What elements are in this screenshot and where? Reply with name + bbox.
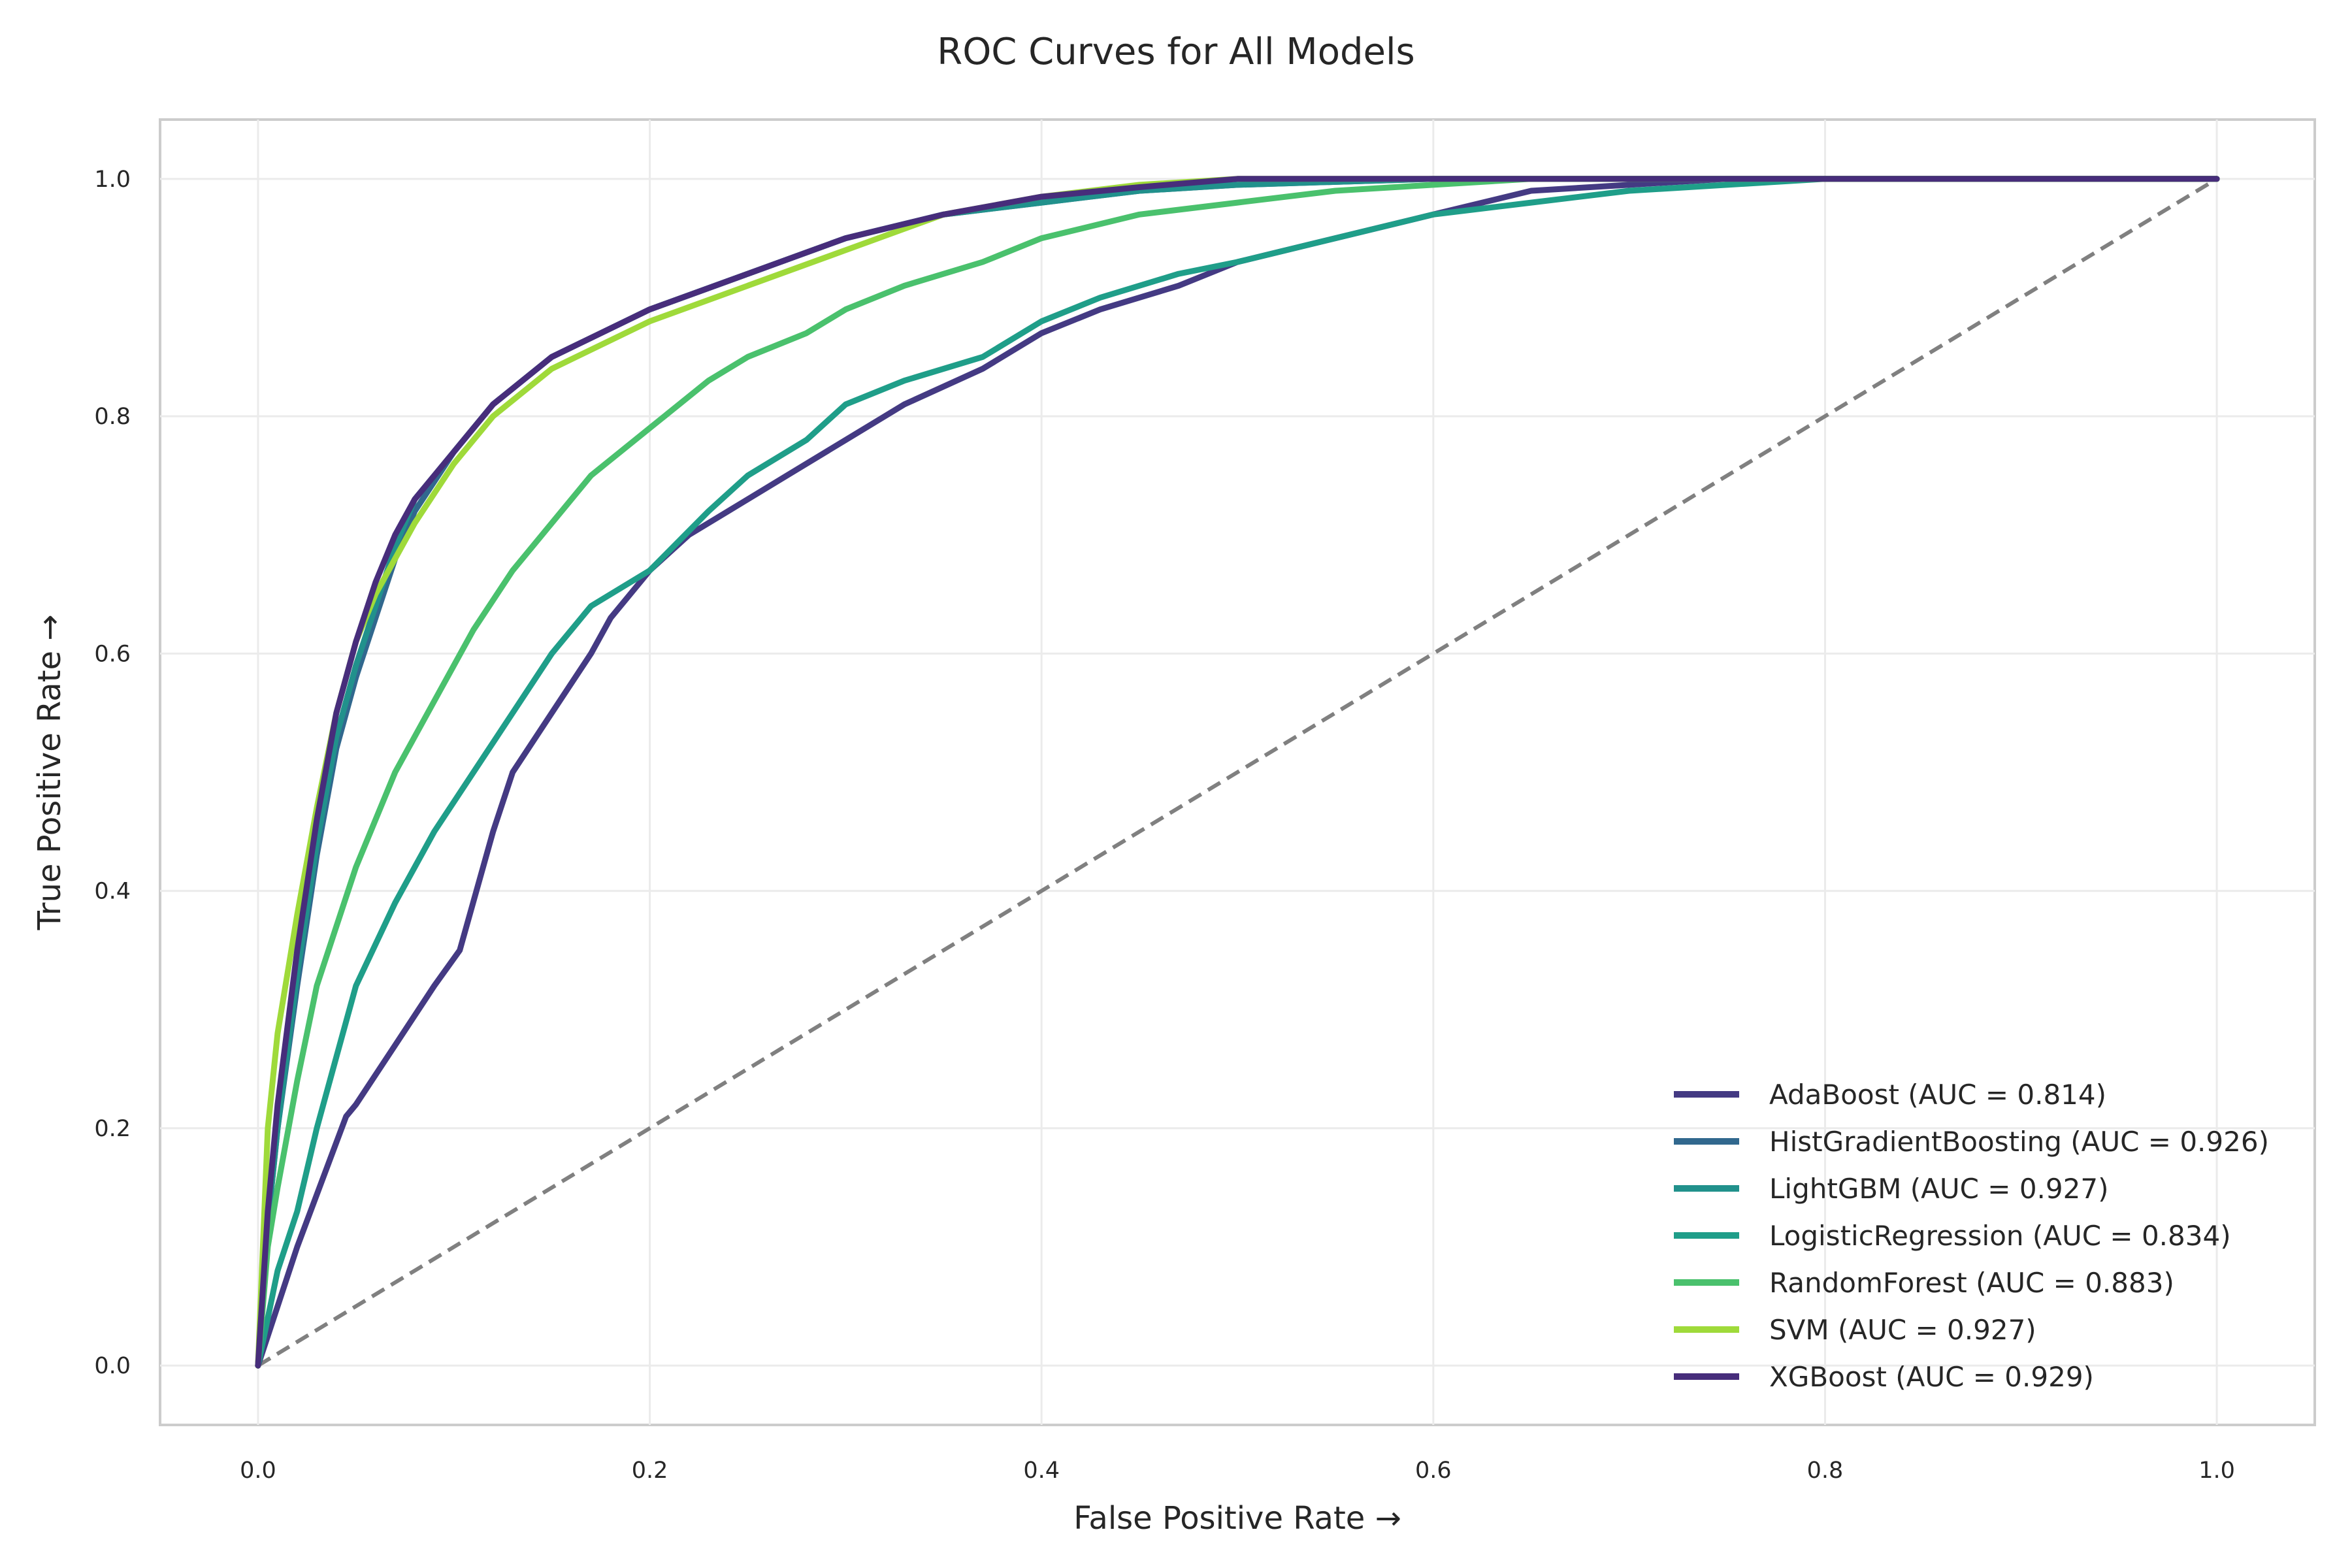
x-tick-label: 0.0 [240, 1458, 276, 1484]
x-axis-ticks: 0.0 0.2 0.4 0.6 0.8 1.0 [240, 1458, 2235, 1484]
legend-entry-4: RandomForest (AUC = 0.883) [1769, 1267, 2174, 1299]
chart-title: ROC Curves for All Models [937, 31, 1414, 73]
y-tick-label: 0.4 [94, 879, 131, 905]
y-tick-label: 0.6 [94, 641, 131, 667]
series-line-6 [255, 176, 2220, 1369]
legend-entry-2: LightGBM (AUC = 0.927) [1769, 1173, 2108, 1205]
series-line-3 [255, 176, 2220, 1369]
y-axis-ticks: 0.0 0.2 0.4 0.6 0.8 1.0 [94, 167, 131, 1379]
legend-entry-3: LogisticRegression (AUC = 0.834) [1769, 1220, 2231, 1252]
x-tick-label: 0.8 [1807, 1458, 1844, 1484]
legend: AdaBoost (AUC = 0.814) HistGradientBoosti… [1674, 1079, 2269, 1393]
y-tick-label: 1.0 [94, 167, 131, 193]
series-lines [255, 176, 2220, 1369]
grid [160, 120, 2315, 1425]
x-tick-label: 1.0 [2198, 1458, 2235, 1484]
y-tick-label: 0.0 [94, 1353, 131, 1379]
y-tick-label: 0.8 [94, 404, 131, 430]
series-line-4 [255, 176, 2220, 1369]
x-tick-label: 0.4 [1023, 1458, 1060, 1484]
y-tick-label: 0.2 [94, 1116, 131, 1142]
legend-entry-5: SVM (AUC = 0.927) [1769, 1314, 2036, 1346]
legend-entry-1: HistGradientBoosting (AUC = 0.926) [1769, 1126, 2269, 1158]
diagonal-reference [257, 177, 2218, 1367]
legend-entry-6: XGBoost (AUC = 0.929) [1769, 1361, 2094, 1393]
legend-entry-0: AdaBoost (AUC = 0.814) [1769, 1079, 2106, 1111]
x-tick-label: 0.2 [632, 1458, 668, 1484]
x-axis-label: False Positive Rate → [1073, 1500, 1401, 1537]
y-axis-label: True Positive Rate → [31, 614, 68, 930]
x-tick-label: 0.6 [1415, 1458, 1452, 1484]
diagonal-line [257, 177, 2218, 1367]
series-line-0 [255, 176, 2220, 1369]
